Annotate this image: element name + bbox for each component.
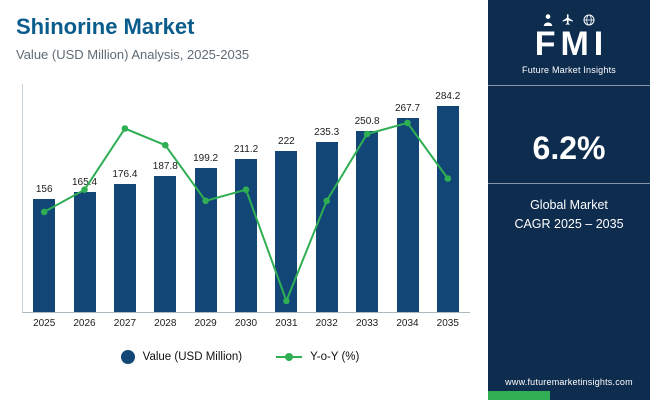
line-series-marker-icon bbox=[276, 353, 303, 361]
panel-divider-middle bbox=[488, 183, 650, 184]
globe-icon bbox=[583, 14, 595, 26]
legend-label-value: Value (USD Million) bbox=[142, 351, 243, 363]
x-axis-label: 2027 bbox=[113, 318, 137, 329]
logo-text: FMI bbox=[534, 25, 609, 63]
fmi-logo: FMI Future Market Insights bbox=[522, 12, 616, 75]
bar bbox=[436, 106, 459, 312]
cagr-value: 6.2% bbox=[532, 130, 606, 166]
website-link[interactable]: www.futuremarketinsights.com bbox=[505, 377, 633, 387]
bar-value-label: 235.3 bbox=[314, 126, 340, 138]
side-panel: FMI Future Market Insights 6.2% Global M… bbox=[488, 0, 650, 400]
x-axis-label: 2029 bbox=[194, 318, 217, 329]
bar-value-label: 250.8 bbox=[354, 115, 380, 127]
people-icon bbox=[543, 14, 553, 26]
x-axis-label: 2030 bbox=[234, 318, 258, 329]
x-axis-label: 2032 bbox=[315, 318, 338, 329]
page-subtitle: Value (USD Million) Analysis, 2025-2035 bbox=[16, 47, 250, 62]
y-axis-line bbox=[22, 84, 23, 312]
x-axis-label: 2034 bbox=[396, 318, 419, 329]
page-title: Shinorine Market bbox=[16, 14, 195, 39]
bar bbox=[113, 184, 136, 312]
bar-chart: 156 2025 165.4 2026 176.4 2027 187.8 2028 199.2 2… bbox=[16, 78, 474, 336]
legend-item-value: Value (USD Million) bbox=[120, 350, 243, 364]
x-axis-line bbox=[22, 312, 470, 313]
bar bbox=[154, 176, 177, 312]
bar-value-label: 187.8 bbox=[152, 161, 178, 173]
bar bbox=[194, 167, 217, 312]
chart-section: Shinorine Market Value (USD Million) Ana… bbox=[16, 14, 474, 364]
cagr-label-line1: Global Market bbox=[530, 198, 608, 212]
x-axis-label: 2035 bbox=[436, 318, 459, 329]
bar bbox=[235, 159, 257, 312]
bar-value-label: 284.2 bbox=[435, 91, 461, 103]
legend-label-yoy: Y-o-Y (%) bbox=[310, 351, 360, 363]
bar bbox=[73, 192, 96, 312]
cagr-label: Global Market CAGR 2025 – 2035 bbox=[514, 196, 623, 235]
x-axis-label: 2025 bbox=[33, 318, 56, 329]
bar bbox=[275, 151, 298, 312]
bar-value-label: 267.7 bbox=[394, 103, 421, 115]
bar-value-label: 156 bbox=[35, 184, 53, 196]
bar bbox=[396, 118, 419, 312]
cagr-label-line2: CAGR 2025 – 2035 bbox=[514, 217, 624, 232]
bar-value-label: 222 bbox=[278, 136, 295, 148]
bar-value-label: 211.2 bbox=[233, 144, 259, 156]
x-axis-label: 2031 bbox=[275, 318, 298, 329]
logo-tagline: Future Market Insights bbox=[522, 65, 616, 75]
legend-item-yoy: Y-o-Y (%) bbox=[276, 351, 359, 363]
bar bbox=[315, 141, 338, 312]
x-axis-label: 2033 bbox=[355, 318, 379, 329]
bar-value-label: 165.4 bbox=[71, 177, 98, 189]
bar bbox=[356, 130, 379, 312]
bar bbox=[33, 199, 56, 312]
green-accent-bar bbox=[488, 391, 550, 400]
plane-icon bbox=[562, 14, 573, 25]
logo-icons bbox=[522, 12, 616, 26]
bar-value-label: 176.4 bbox=[112, 169, 138, 181]
x-axis-label: 2026 bbox=[73, 318, 96, 329]
bar-series-marker-icon bbox=[120, 350, 135, 364]
line-series-dot-icon bbox=[285, 353, 294, 361]
bar-value-label: 199.2 bbox=[193, 152, 219, 164]
chart-legend: Value (USD Million) Y-o-Y (%) bbox=[16, 350, 464, 364]
x-axis-label: 2028 bbox=[154, 318, 177, 329]
panel-divider-top bbox=[488, 85, 650, 86]
